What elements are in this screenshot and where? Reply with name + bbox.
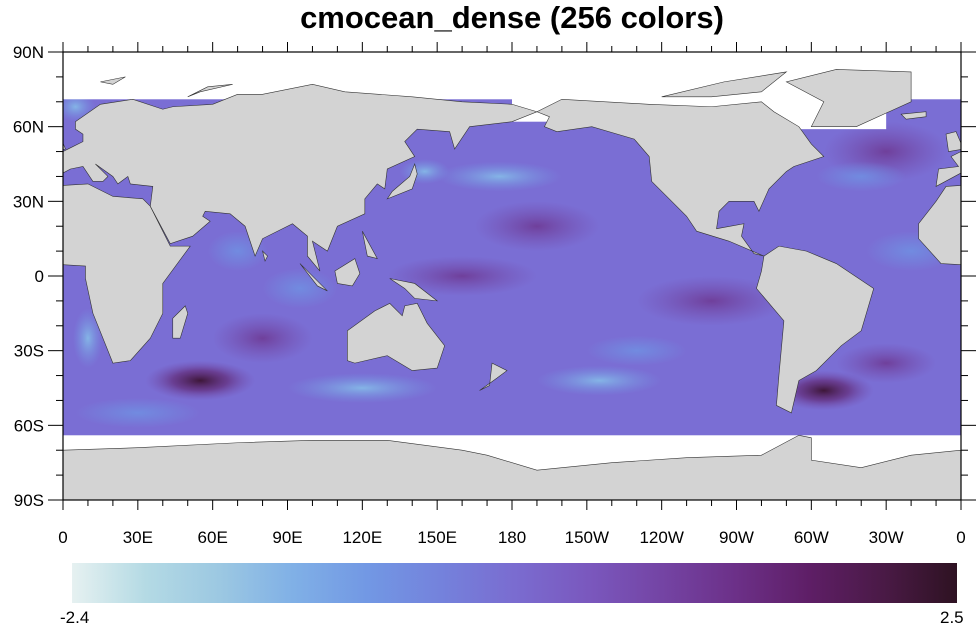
x-tick-label: 120W	[639, 528, 683, 547]
axis-ticks	[48, 42, 976, 510]
land-polygon	[63, 142, 66, 150]
x-tick-label: 0	[956, 528, 965, 547]
land-polygon	[63, 434, 961, 500]
colorbar	[72, 563, 957, 603]
y-tick-label: 60N	[13, 118, 44, 137]
land-polygon	[756, 245, 875, 414]
land-polygon	[347, 303, 445, 371]
anomaly-patch	[145, 360, 256, 401]
land-polygon	[172, 305, 189, 339]
land-polygon	[262, 250, 268, 262]
y-tick-label: 0	[35, 267, 44, 286]
colorbar-min-label: -2.4	[60, 608, 90, 627]
x-tick-label: 180	[498, 528, 526, 547]
anomaly-patch	[437, 161, 563, 192]
land-polygon	[661, 71, 788, 98]
ocean-anomaly-field	[63, 91, 957, 428]
x-tick-label: 60E	[198, 528, 228, 547]
anomaly-patch	[75, 397, 201, 428]
land-polygon	[960, 449, 961, 500]
x-tick-label: 30W	[869, 528, 904, 547]
land-mask	[63, 69, 961, 500]
land-polygon	[479, 362, 508, 391]
y-tick-label: 90N	[13, 43, 44, 62]
land-polygon	[900, 111, 927, 120]
x-tick-label: 120E	[342, 528, 382, 547]
land-polygon	[386, 163, 418, 200]
anomaly-patch	[586, 335, 687, 366]
anomaly-patch	[72, 308, 103, 369]
y-tick-label: 60S	[14, 416, 44, 435]
anomaly-patch	[536, 365, 662, 396]
land-polygon	[918, 185, 961, 266]
land-polygon	[536, 98, 825, 257]
land-polygon	[945, 131, 961, 152]
anomaly-patch	[287, 373, 438, 403]
x-axis-labels: 0 30E 60E 90E 120E 150E 180 150W 120W 90W 60W 30W 0	[58, 528, 965, 547]
anomaly-patch	[387, 256, 538, 296]
land-polygon	[187, 84, 233, 98]
land-polygon	[334, 258, 361, 287]
colorbar-max-label: 2.5	[940, 608, 964, 627]
x-tick-label: 150E	[417, 528, 457, 547]
anomaly-patch	[836, 343, 937, 384]
x-tick-label: 60W	[794, 528, 829, 547]
land-polygon	[389, 278, 439, 302]
anomaly-patch	[636, 275, 787, 326]
land-polygon	[785, 69, 912, 127]
x-tick-label: 30E	[123, 528, 153, 547]
plot-area	[63, 52, 961, 500]
x-tick-label: 90E	[272, 528, 302, 547]
land-polygon	[362, 231, 378, 260]
anomaly-patch	[816, 161, 907, 192]
y-tick-label: 30N	[13, 192, 44, 211]
anomaly-patch	[262, 268, 338, 309]
x-tick-label: 150W	[565, 528, 609, 547]
y-tick-label: 30S	[14, 342, 44, 361]
land-polygon	[63, 183, 191, 364]
land-polygon	[299, 263, 328, 292]
anomaly-patch	[212, 313, 313, 364]
anomaly-patch	[474, 201, 600, 252]
y-axis-labels: 90N 60N 30N 0 30S 60S 90S	[13, 43, 44, 510]
land-polygon	[935, 151, 961, 187]
y-tick-label: 90S	[14, 491, 44, 510]
land-polygon	[100, 76, 126, 85]
land-polygon	[63, 84, 538, 272]
chart-title: cmocean_dense (256 colors)	[300, 0, 724, 35]
x-tick-label: 90W	[719, 528, 754, 547]
x-tick-label: 0	[58, 528, 67, 547]
